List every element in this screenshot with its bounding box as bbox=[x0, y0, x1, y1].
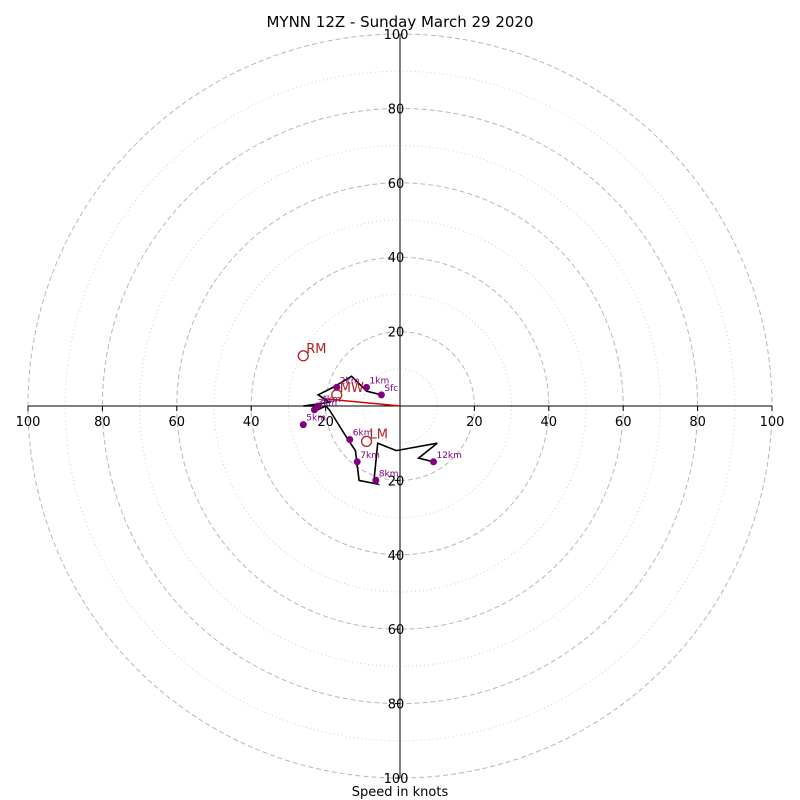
storm-motion-rm bbox=[297, 350, 309, 362]
hodograph-trace bbox=[303, 375, 438, 486]
x-tick-label: 40 bbox=[541, 415, 558, 430]
height-marker-label: 6km bbox=[353, 428, 373, 438]
height-marker-label: 4km bbox=[321, 395, 341, 405]
ring-label: 40 bbox=[388, 251, 405, 266]
height-marker-12km bbox=[429, 458, 437, 466]
height-marker-6km bbox=[346, 435, 354, 443]
x-tick-label: 40 bbox=[243, 415, 260, 430]
ring-label: 40 bbox=[388, 549, 405, 564]
height-marker-label: 3km bbox=[317, 399, 337, 409]
ring-labels: 20 20 40 40 60 60 80 80 100 100 bbox=[384, 28, 409, 787]
height-marker-label: 2km bbox=[340, 376, 360, 386]
ring-label: 60 bbox=[388, 623, 405, 638]
height-marker-label: 12km bbox=[436, 451, 461, 461]
height-marker-5km bbox=[299, 421, 307, 429]
height-marker-label: 8km bbox=[379, 469, 399, 479]
x-tick-label: 80 bbox=[94, 415, 111, 430]
axis-ticks: 100 80 60 40 20 20 40 60 80 100 bbox=[16, 406, 785, 779]
ring-label: 100 bbox=[384, 772, 409, 787]
x-tick-label: 80 bbox=[689, 415, 706, 430]
height-marker-1km bbox=[363, 383, 371, 391]
storm-motions: RM MW LM bbox=[297, 342, 388, 447]
ring-label: 100 bbox=[384, 28, 409, 43]
x-tick-label: 60 bbox=[615, 415, 632, 430]
height-marker-2km bbox=[333, 383, 341, 391]
height-marker-label: Sfc bbox=[384, 384, 398, 394]
x-tick-label: 20 bbox=[317, 415, 334, 430]
x-tick-label: 20 bbox=[466, 415, 483, 430]
storm-motion-label: LM bbox=[370, 427, 388, 442]
ring-label: 60 bbox=[388, 177, 405, 192]
ring-label: 80 bbox=[388, 102, 405, 117]
ring-label: 80 bbox=[388, 698, 405, 713]
x-axis-label: Speed in knots bbox=[352, 785, 449, 800]
height-marker-label: 5km bbox=[306, 414, 326, 424]
chart-title: MYNN 12Z - Sunday March 29 2020 bbox=[266, 13, 533, 31]
x-tick-label: 60 bbox=[169, 415, 186, 430]
x-tick-label: 100 bbox=[760, 415, 785, 430]
height-marker-4km bbox=[314, 402, 322, 410]
height-marker-sfc bbox=[377, 391, 385, 399]
storm-motion-label: RM bbox=[306, 342, 326, 357]
height-marker-8km bbox=[372, 476, 380, 484]
x-tick-label: 100 bbox=[16, 415, 41, 430]
ring-label: 20 bbox=[388, 474, 405, 489]
height-marker-7km bbox=[353, 458, 361, 466]
ring-label: 20 bbox=[388, 326, 405, 341]
storm-motion-mw bbox=[331, 389, 343, 401]
storm-motion-lm bbox=[360, 435, 373, 447]
height-marker-label: 1km bbox=[370, 376, 390, 386]
storm-motion-label: MW bbox=[340, 381, 364, 396]
height-marker-label: 7km bbox=[360, 451, 380, 461]
